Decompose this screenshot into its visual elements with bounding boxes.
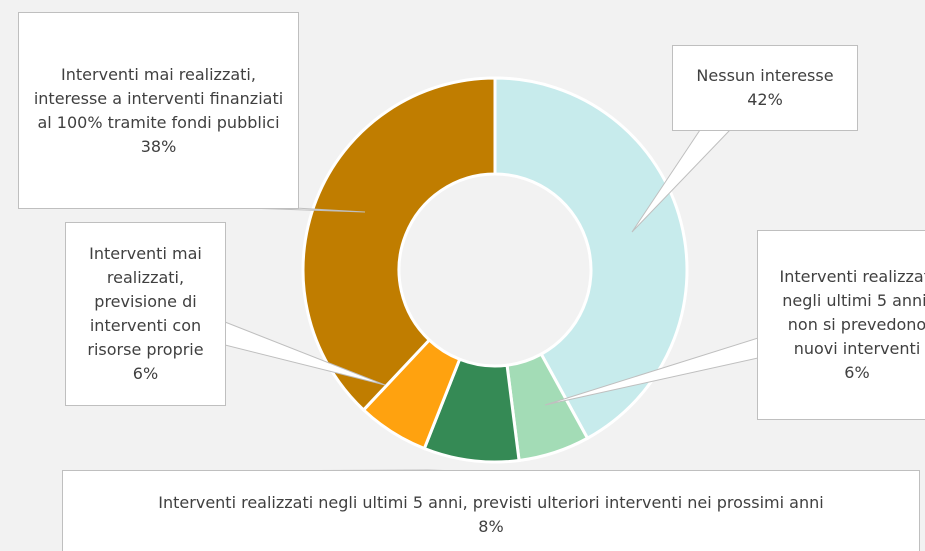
donut-slice xyxy=(301,76,497,413)
value-label: 6% xyxy=(132,364,159,383)
value-label: 8% xyxy=(478,517,504,536)
callout-box: Interventi mai realizzati, previsione di… xyxy=(65,222,226,406)
callout-box: Interventi realizzati negli ultimi 5 ann… xyxy=(757,230,925,420)
callout-box: Nessun interesse 42% xyxy=(672,45,858,131)
value-label: 6% xyxy=(844,363,870,382)
donut-slice xyxy=(493,76,689,441)
value-label: 38% xyxy=(140,136,177,156)
slice-label: Nessun interesse xyxy=(696,66,834,85)
slice-label: Interventi mai realizzati, interesse a i… xyxy=(33,64,284,132)
value-label: 42% xyxy=(747,90,783,109)
slice-label: Interventi realizzati negli ultimi 5 ann… xyxy=(779,267,925,358)
callout-box: Interventi realizzati negli ultimi 5 ann… xyxy=(62,470,920,551)
slice-label: Interventi mai realizzati, previsione di… xyxy=(87,244,204,359)
callout-box: Interventi mai realizzati, interesse a i… xyxy=(18,12,299,209)
slice-label: Interventi realizzati negli ultimi 5 ann… xyxy=(158,493,824,512)
